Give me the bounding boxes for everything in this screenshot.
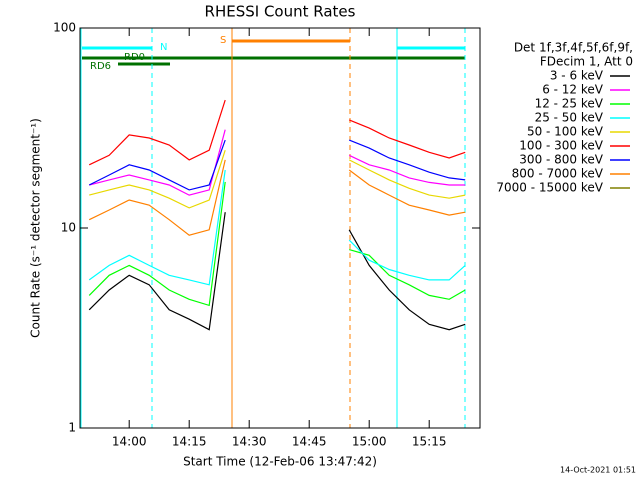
flag-label: N xyxy=(160,42,167,53)
legend-label: 25 - 50 keV xyxy=(535,111,604,125)
series-line xyxy=(88,159,466,236)
series-line xyxy=(88,181,466,307)
legend-label: 12 - 25 keV xyxy=(535,97,604,111)
x-tick-label: 14:30 xyxy=(232,435,267,449)
legend-label: 6 - 12 keV xyxy=(542,83,604,97)
y-tick-label: 1 xyxy=(68,421,76,435)
legend-header: FDecim 1, Att 0 xyxy=(540,55,633,69)
y-tick-label: 100 xyxy=(53,21,76,35)
legend-label: 800 - 7000 keV xyxy=(512,167,604,181)
x-tick-label: 15:15 xyxy=(412,435,447,449)
legend-label: 50 - 100 keV xyxy=(527,125,604,139)
legend-label: 100 - 300 keV xyxy=(519,139,603,153)
series-line xyxy=(88,99,466,166)
y-axis-label: Count Rate (s⁻¹ detector segment⁻¹) xyxy=(29,118,43,338)
x-tick-label: 14:00 xyxy=(112,435,147,449)
y-tick-label: 10 xyxy=(61,221,76,235)
legend-header: Det 1f,3f,4f,5f,6f,9f, xyxy=(514,41,633,55)
plot-frame xyxy=(79,27,481,429)
x-axis-label: Start Time (12-Feb-06 13:47:42) xyxy=(183,455,377,469)
series-line xyxy=(89,129,466,196)
legend-label: 3 - 6 keV xyxy=(550,69,604,83)
x-tick-label: 14:15 xyxy=(172,435,207,449)
flag-label: S xyxy=(220,35,226,46)
series-line xyxy=(88,169,466,286)
x-tick-label: 14:45 xyxy=(292,435,327,449)
series-line xyxy=(89,150,466,209)
series-line xyxy=(88,212,466,331)
footer: 14-Oct-2021 01:51 xyxy=(560,466,636,475)
legend-label: 7000 - 15000 keV xyxy=(496,181,603,195)
series-line xyxy=(88,139,466,191)
flag-label: RD0 xyxy=(124,52,145,63)
flag-label: RD6 xyxy=(90,61,111,72)
legend-label: 300 - 800 keV xyxy=(519,153,603,167)
x-tick-label: 15:00 xyxy=(352,435,387,449)
chart-title: RHESSI Count Rates xyxy=(205,3,356,21)
